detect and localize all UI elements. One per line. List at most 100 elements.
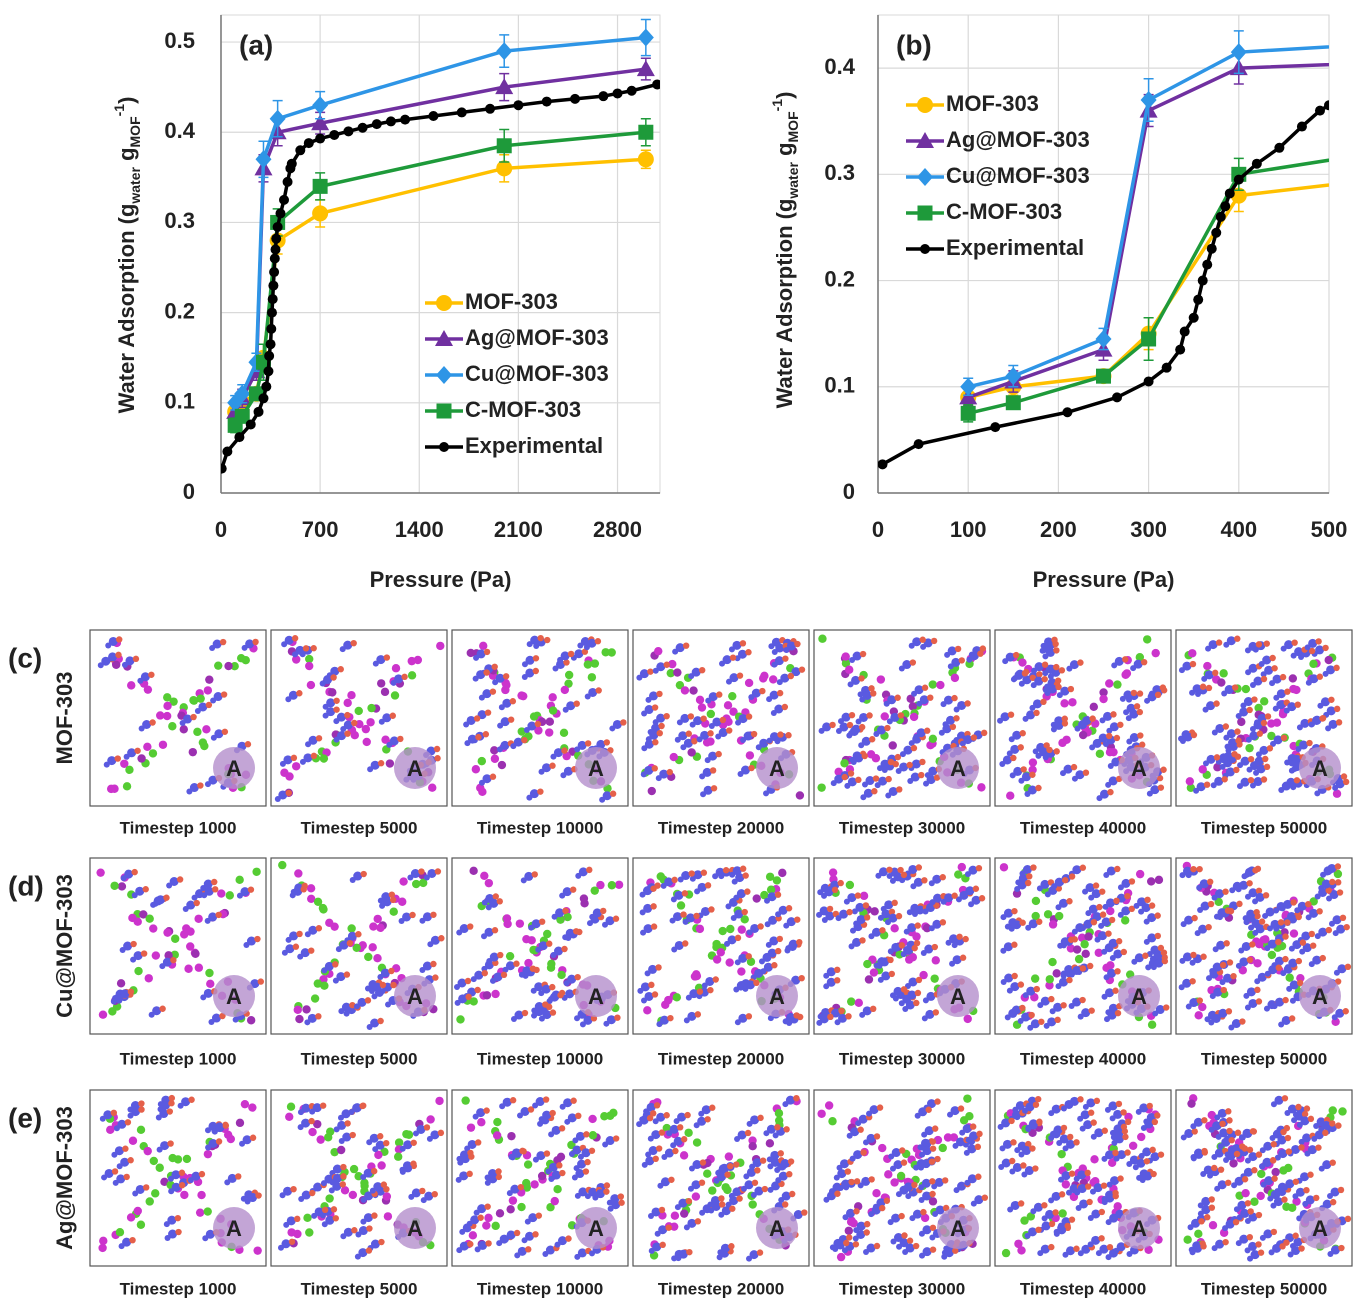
atom bbox=[863, 902, 869, 908]
atom bbox=[922, 1015, 928, 1021]
atom bbox=[125, 1119, 131, 1125]
atom bbox=[1294, 907, 1300, 913]
atom bbox=[419, 967, 425, 973]
atom bbox=[1009, 1168, 1015, 1174]
atom bbox=[1073, 1246, 1079, 1252]
atom bbox=[868, 933, 874, 939]
x-axis-title: Pressure (Pa) bbox=[1033, 567, 1175, 592]
atom bbox=[1084, 932, 1092, 940]
atom bbox=[1304, 1151, 1310, 1157]
atom bbox=[858, 675, 864, 681]
atom bbox=[574, 1015, 580, 1021]
atom bbox=[205, 675, 213, 683]
atom bbox=[782, 1101, 788, 1107]
atom bbox=[215, 912, 221, 918]
atom bbox=[206, 702, 212, 708]
atom bbox=[1269, 1249, 1275, 1255]
atom bbox=[1029, 705, 1035, 711]
atom bbox=[471, 976, 477, 982]
atom bbox=[456, 930, 462, 936]
atom bbox=[539, 769, 545, 775]
atom bbox=[664, 662, 670, 668]
atom bbox=[783, 1126, 789, 1132]
atom bbox=[385, 1002, 391, 1008]
atom bbox=[1019, 1005, 1025, 1011]
atom bbox=[817, 783, 825, 791]
atom bbox=[1011, 908, 1017, 914]
snapshot: A bbox=[271, 630, 447, 806]
timestep-caption: Timestep 1000 bbox=[120, 1049, 237, 1068]
atom bbox=[1189, 690, 1195, 696]
marker bbox=[269, 267, 279, 277]
atom bbox=[981, 730, 987, 736]
atom bbox=[574, 1254, 580, 1260]
atom bbox=[1290, 899, 1296, 905]
atom bbox=[1112, 1215, 1118, 1221]
atom bbox=[434, 755, 440, 761]
atom bbox=[145, 915, 153, 923]
atom bbox=[1212, 670, 1218, 676]
atom bbox=[909, 1215, 915, 1221]
atom bbox=[1074, 1190, 1080, 1196]
atom bbox=[1098, 1235, 1104, 1241]
atom bbox=[1206, 975, 1212, 981]
atom bbox=[661, 1154, 667, 1160]
atom bbox=[1255, 1241, 1261, 1247]
snapshot: A bbox=[90, 630, 266, 806]
atom bbox=[1334, 970, 1340, 976]
atom bbox=[564, 980, 570, 986]
atom bbox=[421, 1197, 427, 1203]
atom bbox=[731, 915, 737, 921]
atom bbox=[456, 1015, 464, 1023]
atom bbox=[777, 690, 783, 696]
atom bbox=[941, 701, 947, 707]
atom bbox=[227, 1135, 235, 1143]
atom bbox=[372, 1146, 378, 1152]
atom bbox=[675, 1204, 681, 1210]
atom bbox=[919, 759, 925, 765]
atom bbox=[245, 1199, 251, 1205]
atom bbox=[1114, 968, 1120, 974]
atom bbox=[695, 1011, 701, 1017]
atom bbox=[742, 872, 748, 878]
atom bbox=[879, 927, 885, 933]
atom bbox=[438, 1130, 444, 1136]
atom bbox=[1096, 750, 1104, 758]
atom bbox=[870, 690, 876, 696]
atom bbox=[1096, 1250, 1102, 1256]
atom bbox=[344, 971, 350, 977]
atom bbox=[490, 978, 496, 984]
atom bbox=[1045, 690, 1051, 696]
atom bbox=[371, 993, 377, 999]
atom bbox=[485, 1180, 491, 1186]
atom bbox=[525, 1219, 531, 1225]
atom bbox=[129, 1137, 137, 1145]
atom bbox=[1085, 1170, 1091, 1176]
atom bbox=[853, 1208, 859, 1214]
atom bbox=[101, 1174, 107, 1180]
atom bbox=[855, 1120, 861, 1126]
atom bbox=[849, 943, 855, 949]
atom bbox=[127, 1157, 133, 1163]
atom bbox=[478, 757, 486, 765]
atom bbox=[305, 662, 313, 670]
atom bbox=[703, 1170, 711, 1178]
atom bbox=[1151, 964, 1157, 970]
atom bbox=[955, 646, 961, 652]
atom bbox=[705, 882, 711, 888]
atom bbox=[482, 970, 488, 976]
atom bbox=[377, 1133, 383, 1139]
atom bbox=[756, 744, 762, 750]
atom bbox=[168, 1176, 174, 1182]
marker bbox=[542, 97, 552, 107]
atom bbox=[467, 923, 473, 929]
atom bbox=[503, 920, 511, 928]
atom bbox=[1121, 949, 1127, 955]
atom bbox=[350, 877, 356, 883]
atom bbox=[651, 923, 657, 929]
atom bbox=[875, 782, 881, 788]
atom bbox=[863, 1139, 869, 1145]
atom bbox=[408, 671, 416, 679]
atom bbox=[1209, 1127, 1215, 1133]
atom bbox=[1101, 1182, 1107, 1188]
